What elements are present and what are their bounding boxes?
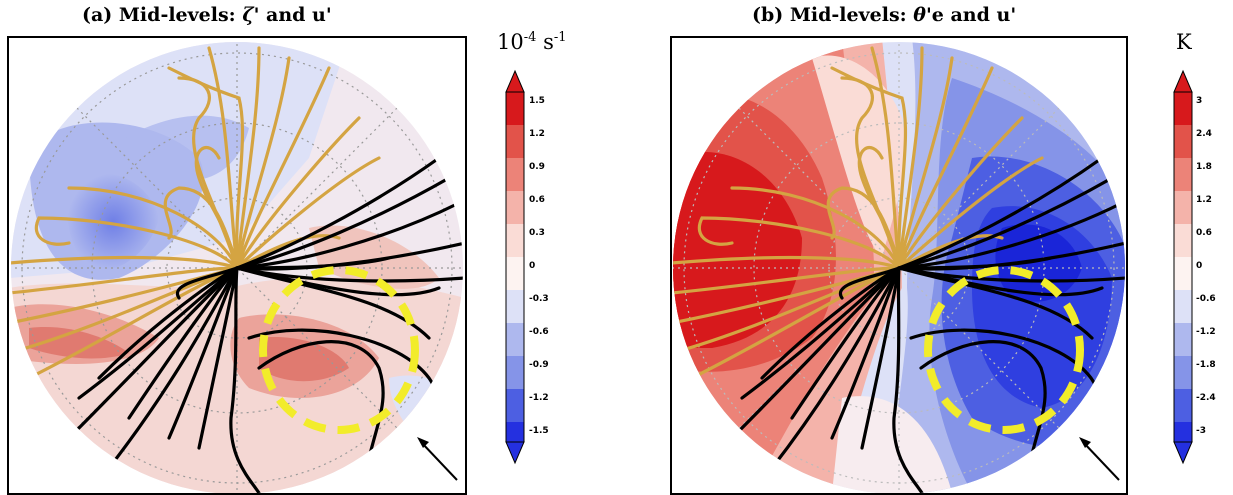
tick-label: -1.2 — [529, 393, 549, 403]
tick-label: 0.6 — [1196, 228, 1212, 238]
tick-label: -2.4 — [1196, 393, 1216, 403]
direction-arrow — [417, 437, 458, 481]
highlight-circle — [259, 266, 419, 434]
panel-b-title: (b) Mid-levels: θ'e and u' — [752, 4, 1017, 26]
tick-label: -3 — [1196, 426, 1206, 436]
black-streamlines — [67, 156, 463, 493]
colorbar-b: 3 2.4 1.8 1.2 0.6 0 -0.6 -1.2 -1.8 -2.4 … — [1173, 69, 1216, 465]
panel-b: (b) Mid-levels: θ'e and u' — [620, 0, 1233, 495]
colorbar-a: 1.5 1.2 0.9 0.6 0.3 0 -0.3 -0.6 -0.9 -1.… — [505, 69, 549, 465]
panel-a-title: (a) Mid-levels: ζ' and u' — [82, 4, 332, 26]
tick-label: -0.9 — [529, 360, 549, 370]
tick-label: -1.2 — [1196, 327, 1216, 337]
gold-streamlines — [673, 46, 1044, 380]
map-a — [11, 42, 463, 493]
tick-label: -1.8 — [1196, 360, 1216, 370]
highlight-circle — [924, 266, 1084, 434]
tick-label: -0.6 — [529, 327, 549, 337]
gold-streamlines — [11, 46, 381, 380]
tick-label: -0.6 — [1196, 294, 1216, 304]
tick-label: 0.3 — [529, 228, 545, 238]
panel-a: (a) Mid-levels: ζ' and u' — [7, 4, 567, 495]
field-red-strong — [673, 151, 802, 348]
tick-label: 0 — [1196, 261, 1202, 271]
map-frame-b — [670, 36, 1128, 495]
direction-arrow — [1079, 437, 1120, 481]
tick-label: 0.9 — [529, 162, 545, 172]
tick-label: 1.2 — [529, 129, 545, 139]
colorbar-b-ticks: 3 2.4 1.8 1.2 0.6 0 -0.6 -1.2 -1.8 -2.4 … — [1196, 96, 1216, 436]
tick-label: 1.2 — [1196, 195, 1212, 205]
tick-label: -0.3 — [529, 294, 549, 304]
tick-label: 3 — [1196, 96, 1202, 106]
map-frame-a — [7, 36, 467, 495]
tick-label: 2.4 — [1196, 129, 1212, 139]
colorbar-a-ticks: 1.5 1.2 0.9 0.6 0.3 0 -0.3 -0.6 -0.9 -1.… — [529, 96, 549, 436]
tick-label: 1.8 — [1196, 162, 1212, 172]
tick-label: 1.5 — [529, 96, 545, 106]
colorbar-unit-b: K — [1176, 30, 1192, 54]
colorbar-unit-a: 10-4 s-1 — [497, 30, 567, 54]
tick-label: -1.5 — [529, 426, 549, 436]
tick-label: 0.6 — [529, 195, 545, 205]
tick-label: 0 — [529, 261, 535, 271]
map-b — [673, 42, 1125, 493]
